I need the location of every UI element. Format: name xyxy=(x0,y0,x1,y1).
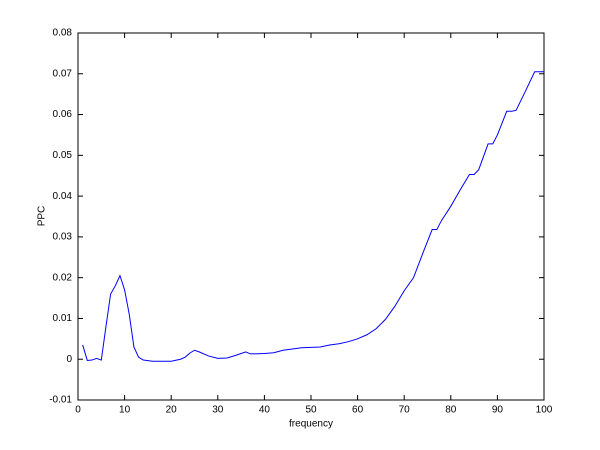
x-tick-label: 0 xyxy=(75,405,81,416)
y-tick-label: 0 xyxy=(66,354,72,365)
x-tick-label: 40 xyxy=(259,405,271,416)
x-tick-label: 60 xyxy=(352,405,364,416)
x-tick-label: 90 xyxy=(492,405,504,416)
y-tick-label: 0.07 xyxy=(53,68,73,79)
x-tick-label: 10 xyxy=(119,405,131,416)
y-tick-label: 0.05 xyxy=(53,150,73,161)
x-tick-label: 100 xyxy=(536,405,553,416)
x-tick-label: 30 xyxy=(212,405,224,416)
x-axis-label: frequency xyxy=(289,419,333,430)
y-tick-label: 0.08 xyxy=(53,28,73,39)
y-tick-label: 0.04 xyxy=(53,191,73,202)
x-tick-label: 80 xyxy=(445,405,457,416)
y-tick-label: -0.01 xyxy=(49,395,72,406)
x-tick-label: 20 xyxy=(166,405,178,416)
y-tick-label: 0.03 xyxy=(53,232,73,243)
y-tick-label: 0.06 xyxy=(53,109,73,120)
y-tick-label: 0.01 xyxy=(53,313,73,324)
y-axis-label: PPC xyxy=(37,206,48,227)
x-tick-label: 50 xyxy=(305,405,317,416)
plot-area xyxy=(77,32,545,401)
x-tick-label: 70 xyxy=(399,405,411,416)
y-tick-label: 0.02 xyxy=(53,272,73,283)
data-line xyxy=(82,71,544,362)
